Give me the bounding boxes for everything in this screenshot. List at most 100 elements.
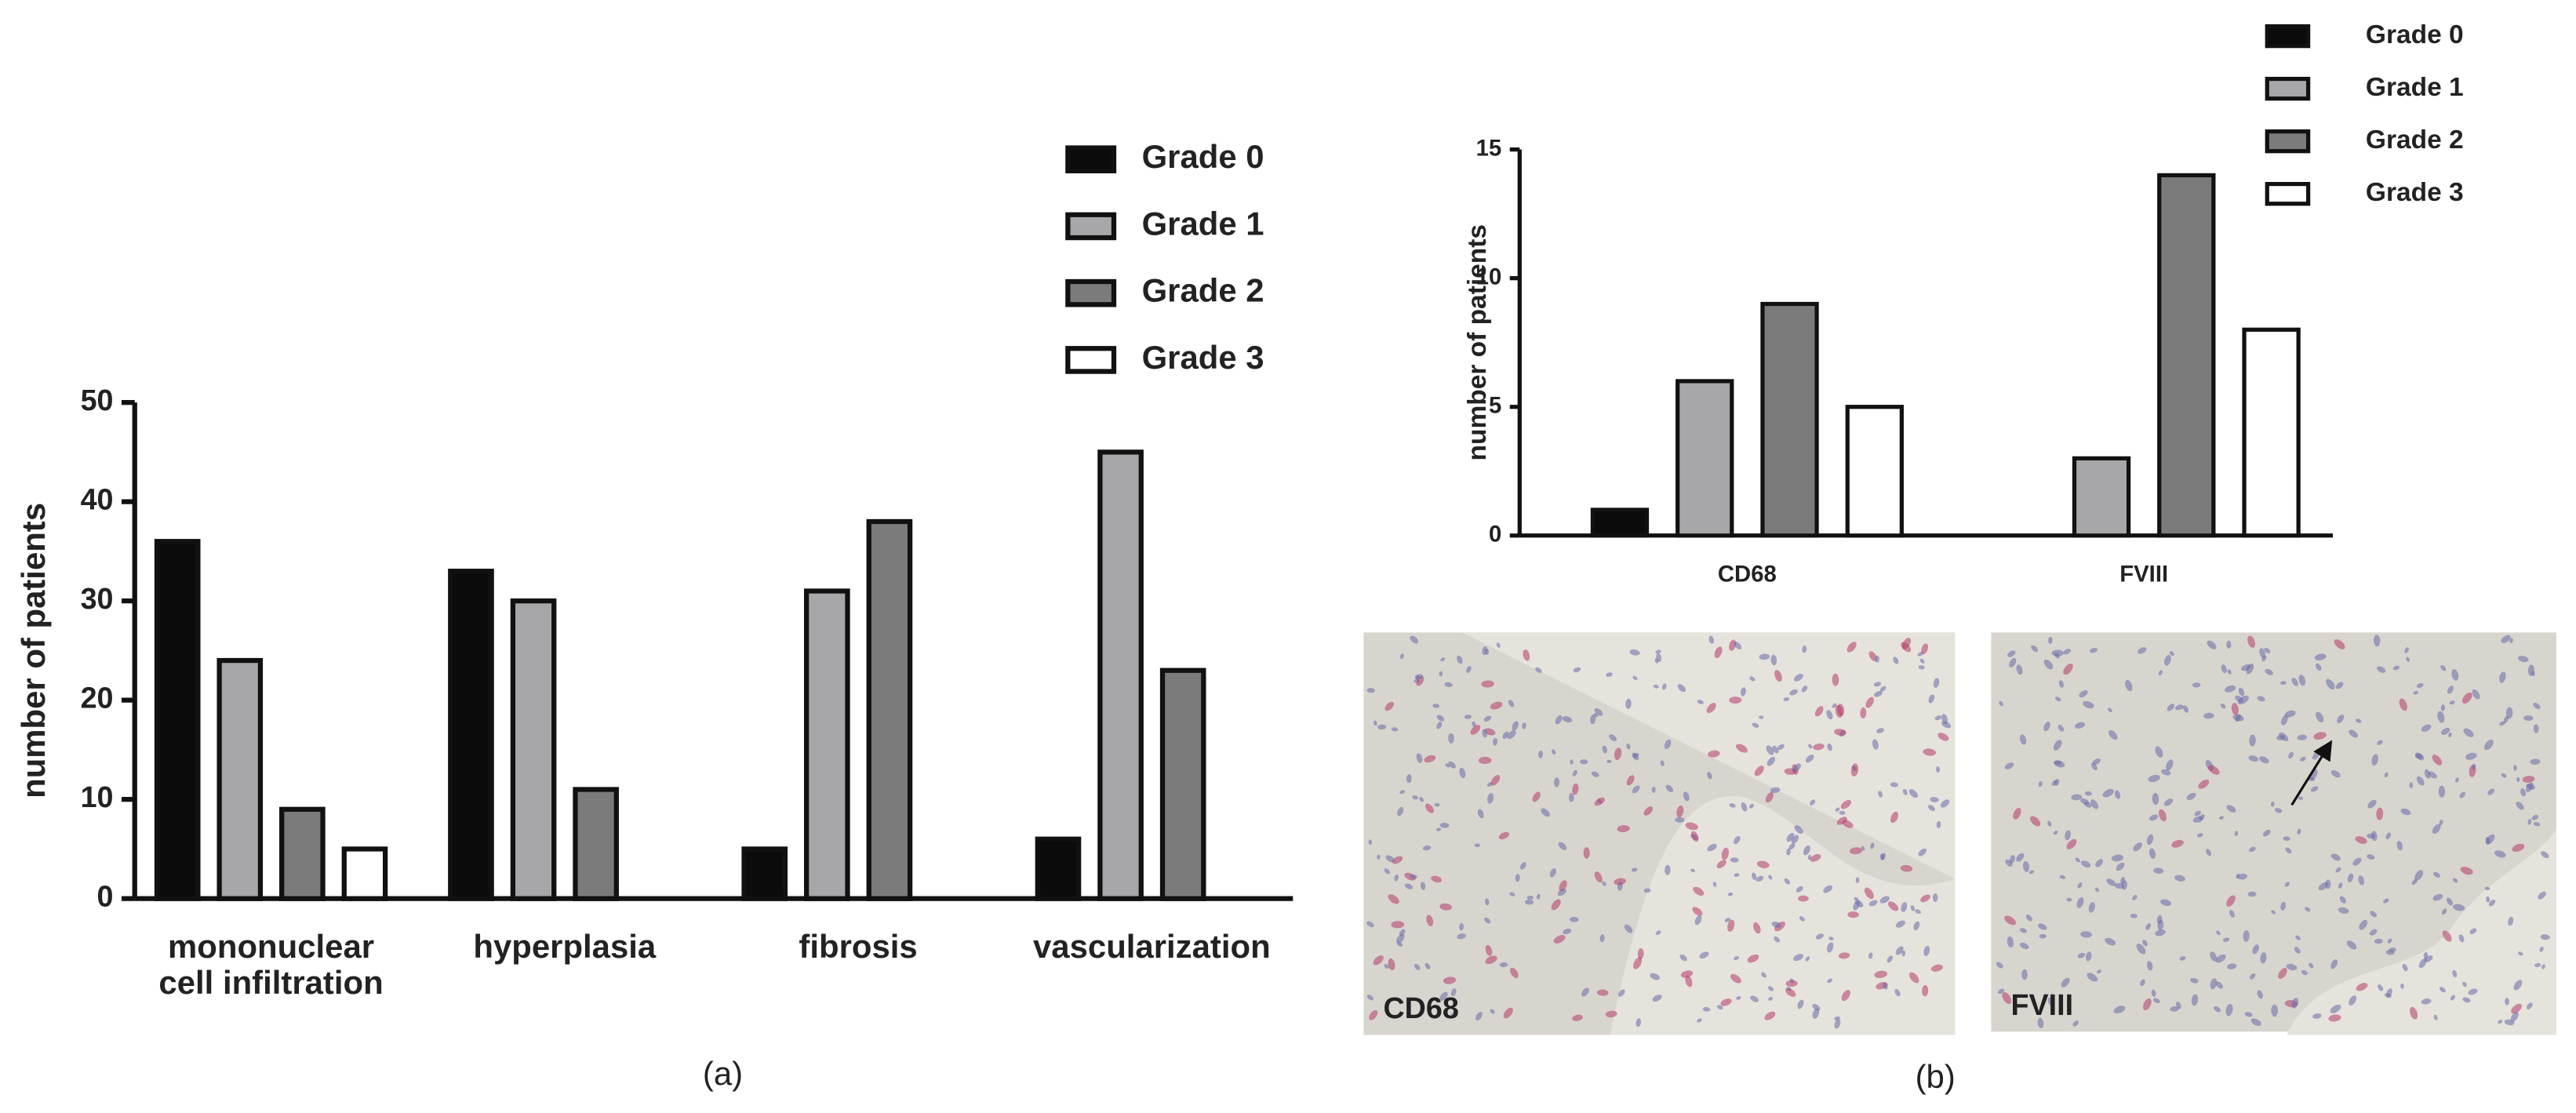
cell — [1594, 707, 1603, 716]
cell — [2179, 956, 2186, 961]
cell — [1730, 973, 1741, 984]
cell — [2043, 659, 2054, 670]
cell — [1919, 658, 1925, 664]
cell — [2148, 848, 2156, 859]
cell — [2252, 944, 2259, 955]
cell — [1734, 641, 1742, 650]
cell — [1812, 1008, 1820, 1019]
cell — [1512, 721, 1519, 731]
cell — [1481, 680, 1494, 688]
bar — [1035, 836, 1082, 901]
cell — [2297, 828, 2301, 835]
cell — [1794, 673, 1803, 682]
cell — [2309, 962, 2314, 969]
bar — [741, 846, 788, 901]
cell — [1426, 915, 1434, 926]
cell — [2151, 989, 2156, 997]
cell — [1868, 952, 1873, 959]
cell — [2374, 938, 2383, 944]
cell — [2221, 664, 2227, 674]
bar — [1675, 379, 1734, 538]
cell — [2335, 682, 2344, 689]
bar — [1845, 405, 1904, 538]
cell — [1768, 997, 1774, 1001]
cell — [2298, 796, 2304, 800]
cell — [1933, 678, 1940, 688]
cell — [2004, 915, 2016, 926]
cell — [1439, 903, 1452, 911]
cell — [1624, 924, 1633, 933]
caption: (b) — [1916, 1058, 1956, 1095]
cell — [1690, 868, 1695, 873]
cell — [2022, 860, 2030, 872]
cell — [1399, 790, 1406, 795]
cell — [1785, 988, 1796, 997]
cell — [2541, 964, 2545, 969]
cell — [1736, 744, 1748, 753]
cell — [1835, 807, 1840, 812]
cell — [1572, 1014, 1583, 1021]
cell — [2421, 998, 2432, 1005]
cell — [2378, 984, 2384, 991]
cell — [1921, 643, 1929, 655]
cell — [2009, 657, 2017, 667]
cell — [1384, 701, 1394, 711]
cell — [1553, 934, 1566, 944]
cell — [1699, 951, 1709, 959]
cell — [2465, 752, 2477, 760]
cell — [2066, 838, 2077, 849]
cell — [1536, 893, 1541, 900]
cell — [1391, 727, 1399, 732]
cell — [1918, 665, 1925, 670]
cell — [1770, 654, 1777, 666]
cell — [2146, 961, 2153, 971]
cell — [1412, 795, 1418, 800]
cell — [1581, 988, 1589, 997]
cell — [1490, 701, 1503, 710]
cell — [1772, 745, 1779, 754]
cell — [2227, 669, 2232, 675]
cell — [1712, 882, 1717, 887]
cell — [2437, 711, 2445, 723]
legend-swatch — [1065, 346, 1117, 374]
cell — [2237, 873, 2248, 880]
cell — [2105, 937, 2116, 946]
cell — [2136, 944, 2146, 955]
cell — [1734, 955, 1740, 961]
cell — [2054, 653, 2060, 659]
cell — [1849, 847, 1863, 855]
cell — [2424, 769, 2431, 779]
cell — [2494, 850, 2506, 858]
cell — [1783, 697, 1790, 701]
bar — [2242, 327, 2301, 538]
cell — [1799, 916, 1805, 922]
cell — [1422, 845, 1432, 851]
x-tick-label-box: mononuclear cell infiltration — [158, 929, 383, 1002]
cell — [2399, 698, 2407, 711]
cell — [1853, 900, 1861, 911]
cell — [2257, 990, 2263, 999]
cell — [2498, 1020, 2503, 1024]
cell — [1734, 873, 1740, 878]
cell — [1683, 791, 1690, 802]
cell — [2143, 998, 2152, 1011]
cell — [1555, 715, 1563, 725]
cell — [2013, 807, 2021, 820]
cell — [2152, 792, 2159, 806]
bar — [216, 657, 264, 901]
cell — [2314, 653, 2327, 661]
cell — [2294, 947, 2301, 954]
cell — [1918, 848, 1927, 857]
cell — [1756, 860, 1770, 868]
cell — [1814, 706, 1824, 717]
cell — [2080, 798, 2090, 805]
cell — [2244, 1012, 2253, 1017]
cell — [2501, 773, 2507, 778]
cell — [2469, 928, 2477, 934]
cell — [1366, 688, 1375, 693]
cell — [2166, 759, 2174, 771]
cell — [1377, 724, 1387, 730]
cell — [2313, 732, 2327, 740]
cell — [2038, 781, 2043, 787]
cell — [1450, 988, 1457, 997]
